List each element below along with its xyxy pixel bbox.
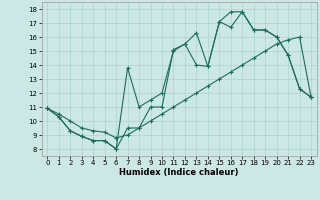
X-axis label: Humidex (Indice chaleur): Humidex (Indice chaleur) [119,168,239,177]
